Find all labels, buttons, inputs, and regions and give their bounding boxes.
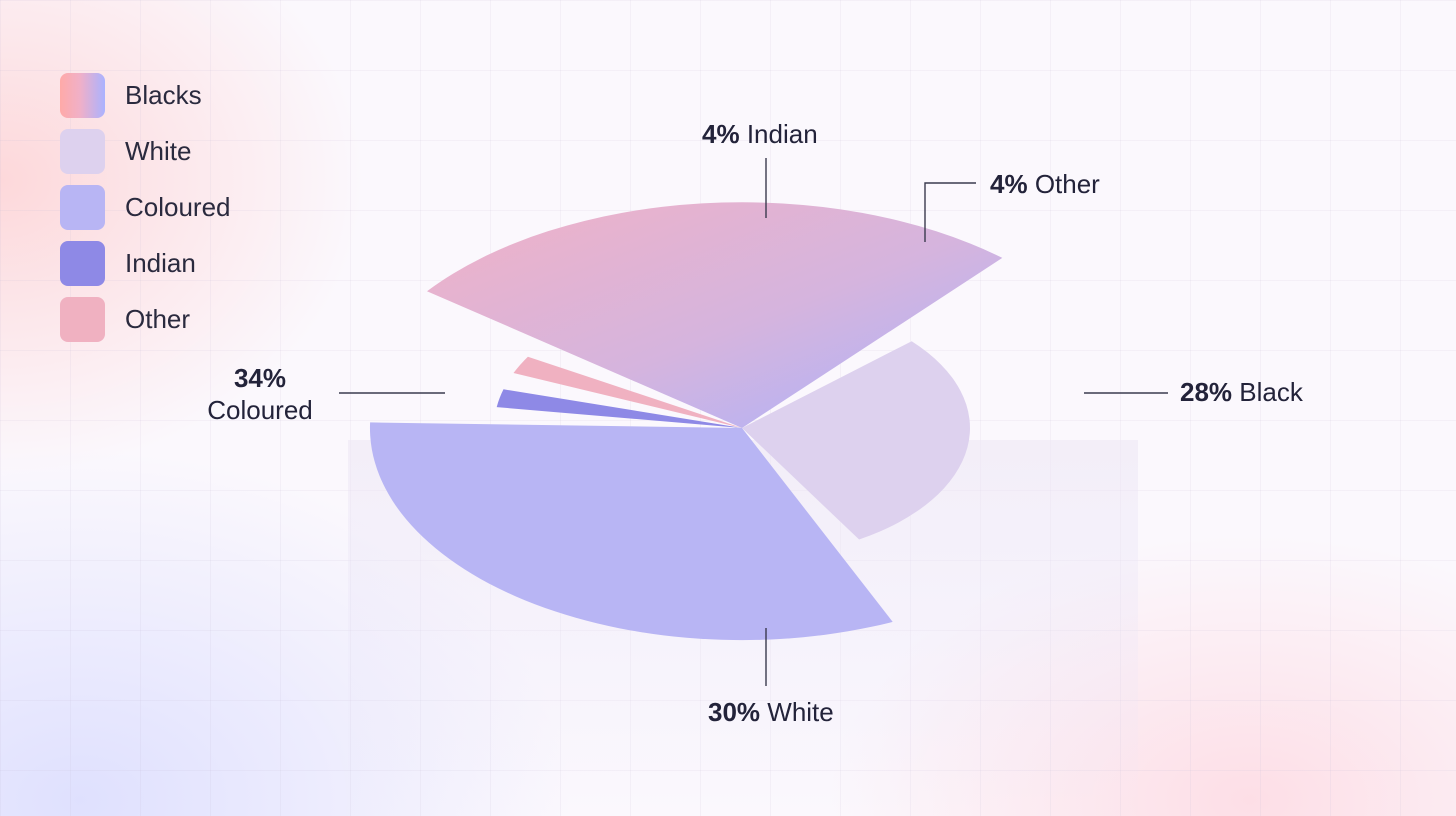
slice-name-other: Other (1034, 169, 1100, 199)
pie-slice-indian (496, 389, 742, 428)
legend-item-coloured: Coloured (60, 184, 231, 230)
slice-label-black: 28% Black (1180, 376, 1303, 408)
legend-label-indian: Indian (125, 247, 196, 278)
legend-label-other: Other (125, 303, 191, 334)
slice-pct-coloured: 34% (233, 363, 287, 393)
slice-label-other: 4% Other (990, 168, 1100, 200)
legend: Blacks White Coloured Indian Other (60, 72, 231, 352)
slice-pct-black: 28% (1180, 377, 1233, 407)
legend-label-white: White (125, 135, 192, 166)
legend-swatch-white (60, 128, 105, 174)
slice-pct-white: 30% (708, 697, 761, 727)
slice-name-black: Black (1239, 377, 1303, 407)
legend-item-blacks: Blacks (60, 72, 231, 118)
pie-slice-white (742, 341, 970, 540)
slice-name-coloured: Coloured (207, 395, 313, 425)
legend-swatch-other (60, 296, 105, 342)
slice-name-white: White (767, 697, 834, 727)
slice-label-indian: 4% Indian (702, 118, 818, 150)
slice-label-coloured: 34% Coloured (204, 362, 316, 426)
legend-label-blacks: Blacks (125, 79, 202, 110)
pie-slice-black (427, 202, 1003, 428)
slice-name-indian: Indian (746, 119, 818, 149)
legend-swatch-coloured (60, 184, 105, 230)
pie-slice-other (513, 356, 742, 428)
legend-swatch-blacks (60, 72, 105, 118)
pie-slice-coloured (369, 422, 893, 641)
legend-item-indian: Indian (60, 240, 231, 286)
leader-line-other (924, 182, 976, 242)
legend-swatch-indian (60, 240, 105, 286)
slice-pct-indian: 4% (702, 119, 740, 149)
legend-item-white: White (60, 128, 231, 174)
legend-item-other: Other (60, 296, 231, 342)
legend-label-coloured: Coloured (125, 191, 231, 222)
slice-label-white: 30% White (708, 696, 834, 728)
slice-pct-other: 4% (990, 169, 1028, 199)
